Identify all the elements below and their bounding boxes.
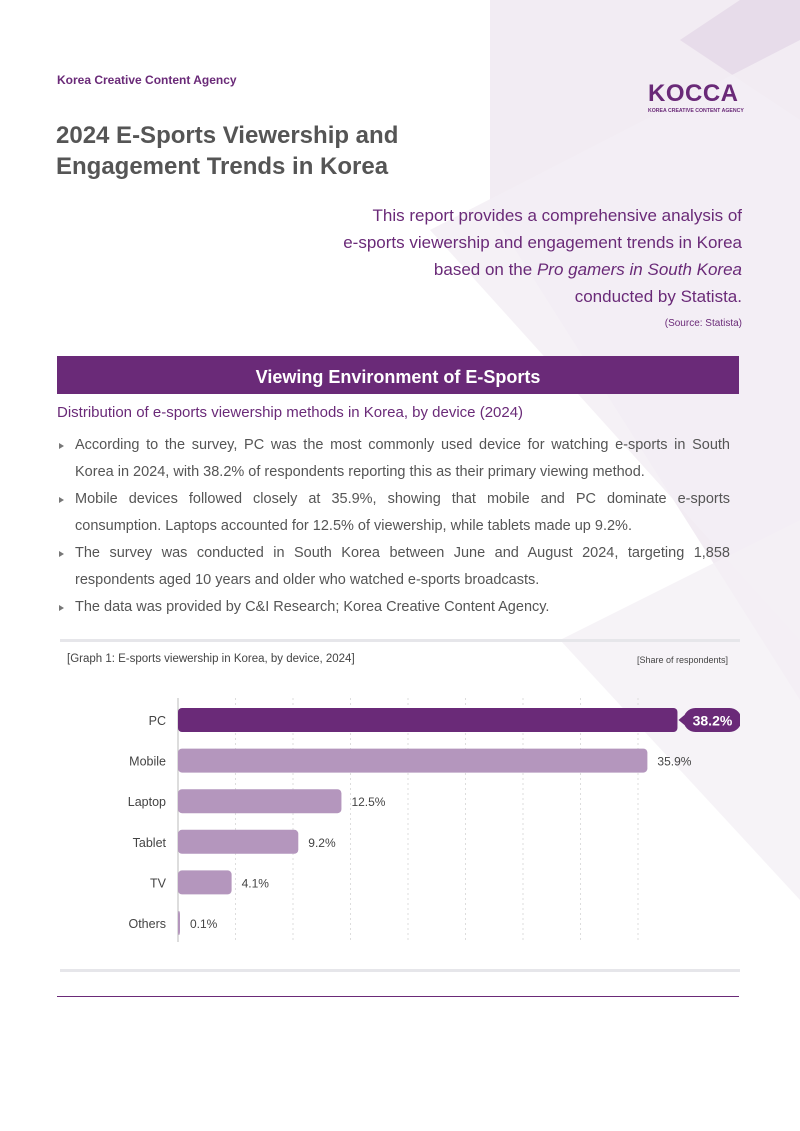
value-label: 4.1% (242, 876, 270, 890)
bullet-text: Mobile devices followed closely at 35.9%… (75, 491, 730, 534)
bullet-list: According to the survey, PC was the most… (57, 432, 730, 621)
graph-title: [Graph 1: E-sports viewership in Korea, … (67, 653, 355, 665)
bullet-item: Mobile devices followed closely at 35.9%… (57, 486, 730, 540)
graph-bottom-divider (60, 969, 740, 972)
intro-line-3: based on the Pro gamers in South Korea (262, 256, 742, 283)
logo-text: KOCCA (648, 80, 739, 107)
bar (178, 911, 180, 935)
bullet-text: The data was provided by C&I Research; K… (75, 599, 550, 615)
triangle-bullet-icon (59, 497, 64, 503)
value-label-pointer (678, 715, 685, 725)
value-label-badge (683, 708, 740, 732)
triangle-bullet-icon (59, 443, 64, 449)
intro-line-2: e-sports viewership and engagement trend… (343, 233, 742, 252)
category-label: Laptop (128, 795, 166, 809)
bar (178, 789, 342, 814)
bullet-text: The survey was conducted in South Korea … (75, 545, 730, 588)
bar (178, 870, 232, 895)
device-bar-chart: PC 38.2% Mobile 35.9% Laptop 12.5% Tablet 9.2% T… (128, 698, 740, 942)
bullet-text: According to the survey, PC was the most… (75, 437, 730, 480)
source-note: (Source: Statista) (664, 318, 742, 329)
graph-unit: [Share of respondents] (636, 655, 728, 665)
intro-paragraph: This report provides a comprehensive ana… (262, 202, 742, 310)
page-title: 2024 E-Sports Viewership and Engagement … (56, 120, 496, 182)
title-line-1: 2024 E-Sports Viewership and (56, 122, 399, 149)
value-label: 0.1% (190, 917, 218, 931)
value-label: 38.2% (693, 713, 733, 729)
category-label: TV (150, 876, 167, 890)
bullet-item: The data was provided by C&I Research; K… (57, 594, 730, 621)
kocca-logo: KOCCA KOREA CREATIVE CONTENT AGENCY (648, 82, 744, 116)
title-line-2: Engagement Trends in Korea (56, 153, 389, 180)
logo-subtext: KOREA CREATIVE CONTENT AGENCY (648, 108, 744, 114)
category-label: Others (128, 917, 166, 931)
section-subheading: Distribution of e-sports viewership meth… (57, 404, 524, 421)
bar (178, 708, 678, 732)
graph-top-divider (60, 639, 740, 642)
intro-line-3-prefix: based on the (433, 260, 537, 279)
bar (178, 829, 299, 854)
bottom-rule (57, 996, 739, 997)
category-label: PC (149, 714, 166, 728)
intro-line-4: conducted by Statista. (574, 287, 742, 306)
intro-report-name: Pro gamers in South Korea (536, 260, 742, 279)
agency-name: Korea Creative Content Agency (57, 73, 237, 87)
category-label: Mobile (129, 755, 166, 769)
value-label: 12.5% (351, 795, 385, 809)
triangle-bullet-icon (59, 605, 64, 611)
category-label: Tablet (133, 836, 167, 850)
section-heading: Viewing Environment of E-Sports (57, 356, 739, 394)
bar (178, 748, 648, 773)
value-label: 35.9% (657, 755, 691, 769)
triangle-bullet-icon (59, 551, 64, 557)
bullet-item: The survey was conducted in South Korea … (57, 540, 730, 594)
intro-line-1: This report provides a comprehensive ana… (372, 206, 742, 225)
bullet-item: According to the survey, PC was the most… (57, 432, 730, 486)
value-label: 9.2% (308, 836, 336, 850)
